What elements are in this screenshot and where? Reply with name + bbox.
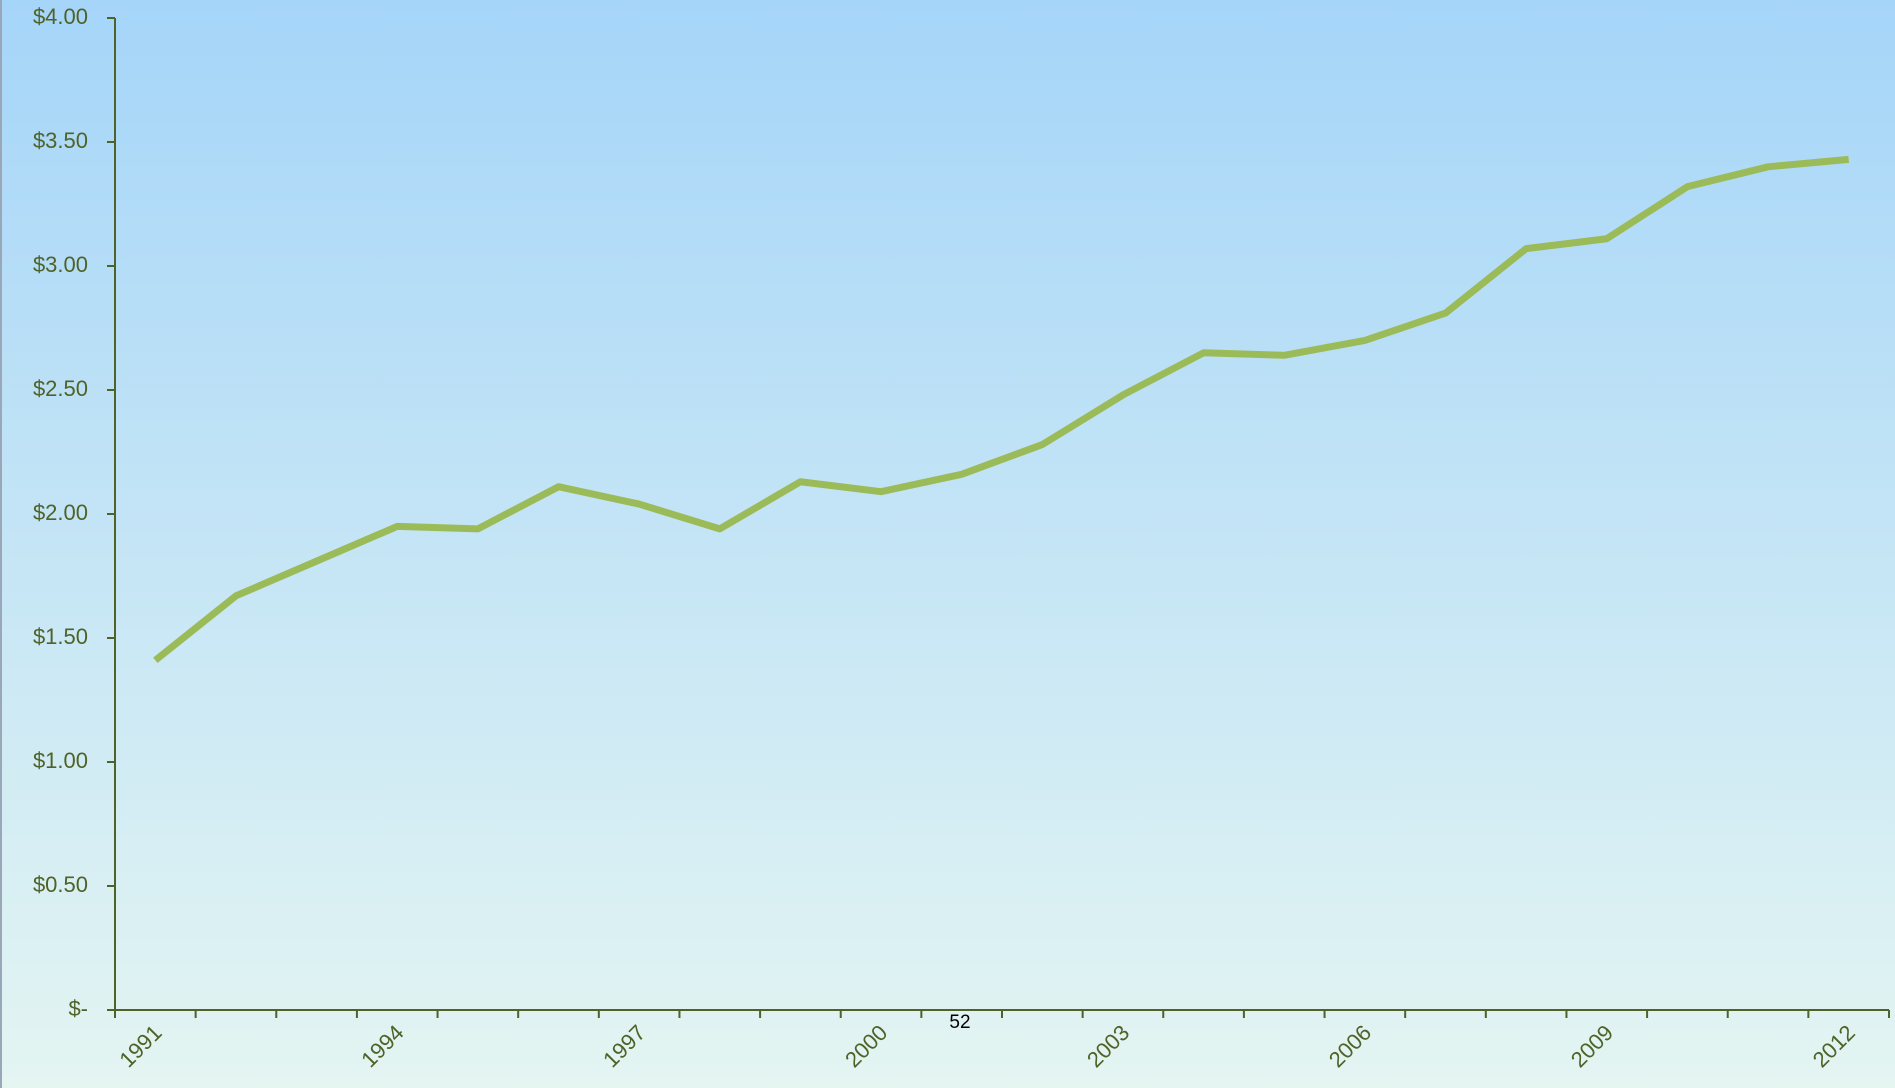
y-tick-label: $- (68, 996, 88, 1021)
y-tick-label: $2.50 (33, 376, 88, 401)
y-tick-label: $3.50 (33, 128, 88, 153)
page-number: 52 (949, 1012, 970, 1033)
y-tick-label: $2.00 (33, 500, 88, 525)
y-tick-label: $3.00 (33, 252, 88, 277)
y-tick-label: $4.00 (33, 4, 88, 29)
data-line (153, 155, 1850, 664)
y-tick-label: $1.00 (33, 748, 88, 773)
y-tick-label: $0.50 (33, 872, 88, 897)
y-tick-label: $1.50 (33, 624, 88, 649)
